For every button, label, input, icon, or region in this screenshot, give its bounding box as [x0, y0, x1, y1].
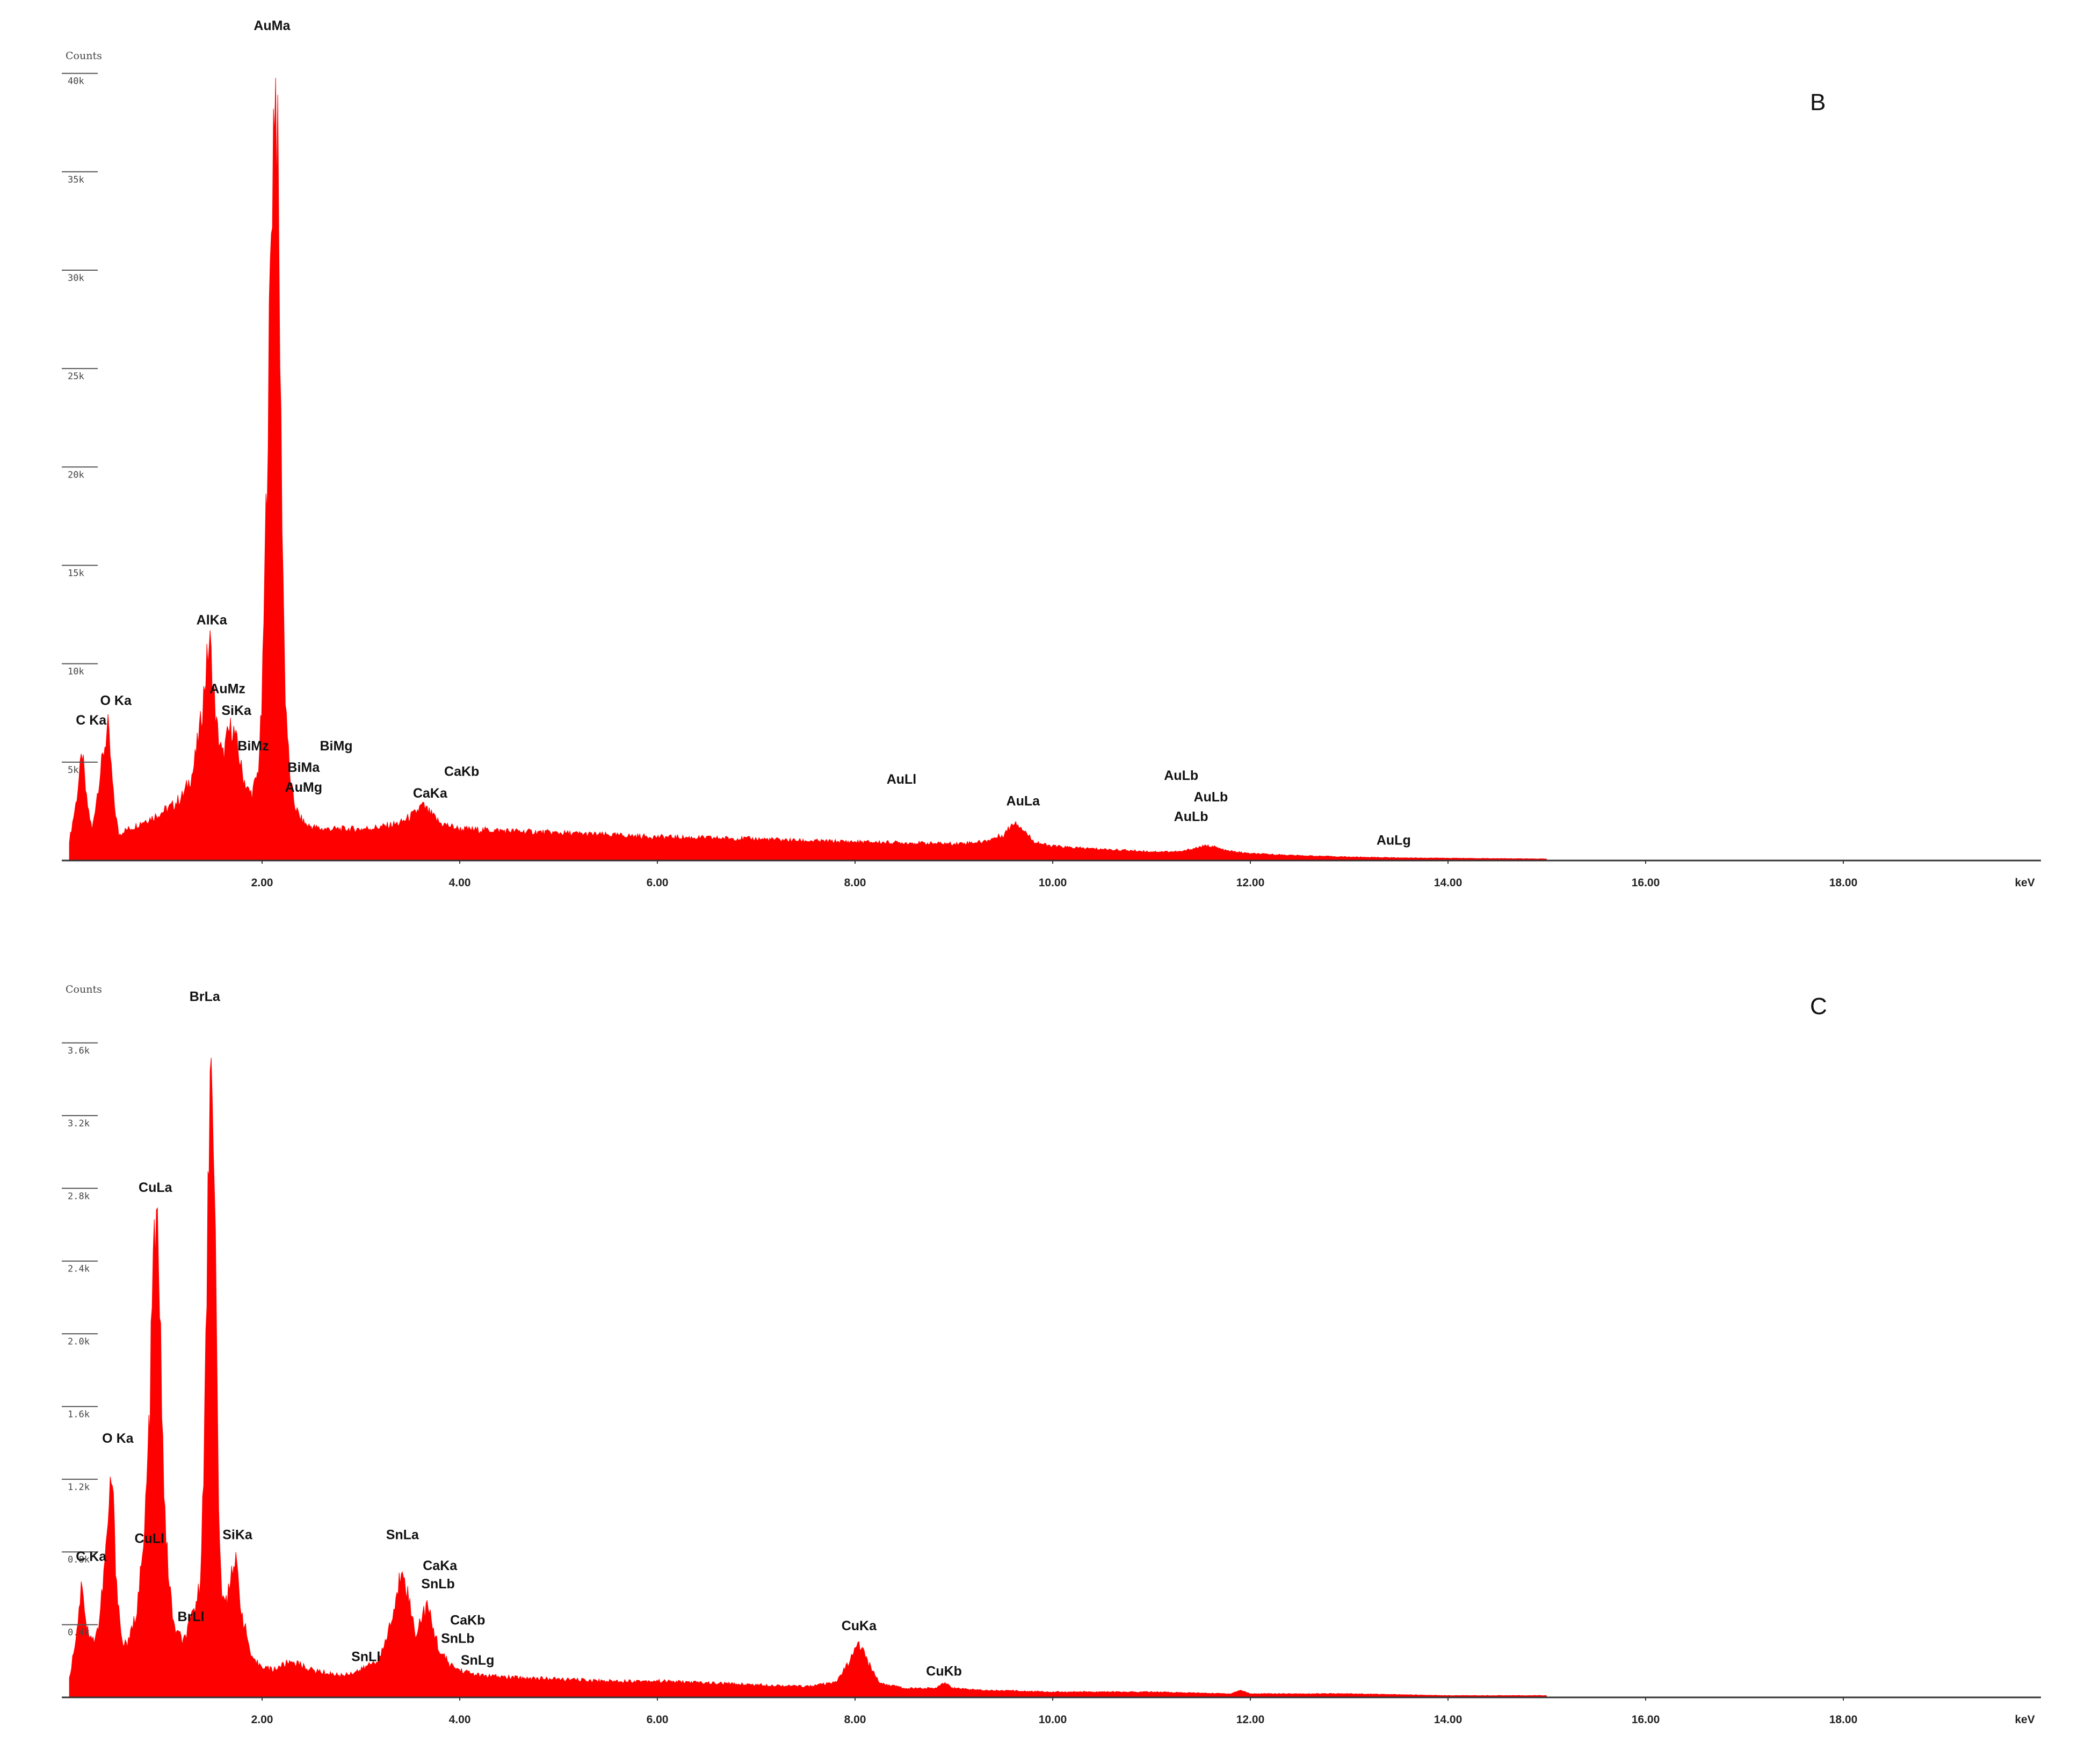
peak-label: AuLg	[1377, 833, 1411, 848]
peak-label: CaKb	[444, 764, 479, 779]
peak-label: SiKa	[221, 703, 252, 718]
x-axis-unit-label: keV	[2015, 1714, 2035, 1726]
x-tick-label: 18.00	[1829, 1714, 1858, 1726]
y-tick-label: 10k	[68, 667, 84, 677]
y-tick-label: 35k	[68, 175, 84, 185]
x-tick-label: 14.00	[1434, 877, 1463, 889]
y-tick-label: 3.2k	[68, 1118, 90, 1129]
x-tick-label: 12.00	[1236, 877, 1265, 889]
panel-letter: C	[1810, 993, 1827, 1020]
peak-label: SnLl	[351, 1649, 380, 1664]
x-tick-label: 2.00	[251, 1714, 273, 1726]
x-tick-label: 18.00	[1829, 877, 1858, 889]
y-tick-label: 0.4k	[68, 1628, 90, 1638]
y-tick-label: 3.6k	[68, 1046, 90, 1057]
y-tick-label: 1.6k	[68, 1409, 90, 1420]
x-tick-label: 8.00	[844, 877, 866, 889]
peak-label: CaKb	[450, 1613, 485, 1628]
peak-label: AuLa	[1007, 793, 1041, 808]
peak-label: SnLa	[386, 1528, 419, 1543]
spectrum-panel-b: 2.00 4.00 6.00 8.00 10.00 12.00 14.00 16.00 18.0…	[62, 18, 2041, 889]
peak-label: AuLl	[887, 772, 917, 787]
spectrum-panel-c: 2.00 4.00 6.00 8.00 10.00 12.00 14.00 16.00 18.0…	[62, 984, 2041, 1726]
y-tick-label: 30k	[68, 273, 84, 284]
peak-label: AuMa	[254, 18, 291, 33]
peak-label: AuMz	[209, 682, 245, 697]
x-tick-label: 12.00	[1236, 1714, 1265, 1726]
x-tick-label: 10.00	[1039, 1714, 1067, 1726]
peak-label: SnLb	[441, 1631, 475, 1646]
peak-label: BrLl	[178, 1609, 205, 1624]
peak-label: AuLb	[1174, 809, 1208, 825]
peak-label: BiMg	[320, 739, 352, 754]
peak-label: O Ka	[100, 693, 132, 709]
spectrum-area	[69, 77, 1547, 861]
x-tick-label: 10.00	[1039, 877, 1067, 889]
peak-label: C Ka	[76, 713, 107, 728]
x-tick-label: 8.00	[844, 1714, 866, 1726]
peak-label: AuMg	[285, 780, 322, 795]
x-tick-label: 16.00	[1632, 1714, 1660, 1726]
peak-label: O Ka	[102, 1431, 134, 1446]
x-tick-label: 16.00	[1632, 877, 1660, 889]
peak-label: C Ka	[76, 1549, 107, 1564]
y-axis-label: Counts	[66, 50, 102, 62]
y-tick-label: 20k	[68, 469, 84, 480]
x-tick-label: 4.00	[449, 877, 471, 889]
peak-label: CuLa	[139, 1180, 173, 1195]
peak-label: BiMz	[237, 739, 269, 754]
y-tick-label: 2.8k	[68, 1191, 90, 1202]
y-tick-label: 25k	[68, 371, 84, 382]
x-tick-label: 2.00	[251, 877, 273, 889]
y-tick-label: 2.0k	[68, 1336, 90, 1347]
x-tick-label: 4.00	[449, 1714, 471, 1726]
y-tick-label: 2.4k	[68, 1264, 90, 1275]
x-tick-label: 6.00	[647, 1714, 669, 1726]
peak-label: CaKa	[423, 1558, 458, 1573]
peak-label: SnLb	[421, 1577, 455, 1592]
y-tick-label: 1.2k	[68, 1482, 90, 1493]
y-tick-label: 5k	[68, 765, 78, 776]
x-axis-unit-label: keV	[2015, 877, 2035, 889]
peak-label: BiMa	[287, 760, 320, 775]
peak-label: CuKa	[842, 1618, 877, 1633]
spectrum-area	[69, 1058, 1547, 1698]
y-tick-label: 40k	[68, 76, 84, 87]
peak-label: SiKa	[222, 1528, 253, 1543]
peak-label: BrLa	[190, 989, 221, 1004]
peak-label: CaKa	[413, 786, 448, 801]
peak-label: SnLg	[461, 1653, 495, 1668]
peak-label: CuKb	[926, 1664, 962, 1679]
y-tick-label: 15k	[68, 568, 84, 579]
y-axis-label: Counts	[66, 984, 102, 995]
peak-label: AuLb	[1164, 768, 1198, 783]
x-tick-label: 14.00	[1434, 1714, 1463, 1726]
peak-label: AlKa	[197, 612, 228, 627]
x-tick-label: 6.00	[647, 877, 669, 889]
panel-letter: B	[1810, 89, 1826, 115]
peak-label: CuLl	[134, 1531, 164, 1546]
peak-label: AuLb	[1193, 790, 1228, 805]
y-tick-label: 0.8k	[68, 1555, 90, 1565]
